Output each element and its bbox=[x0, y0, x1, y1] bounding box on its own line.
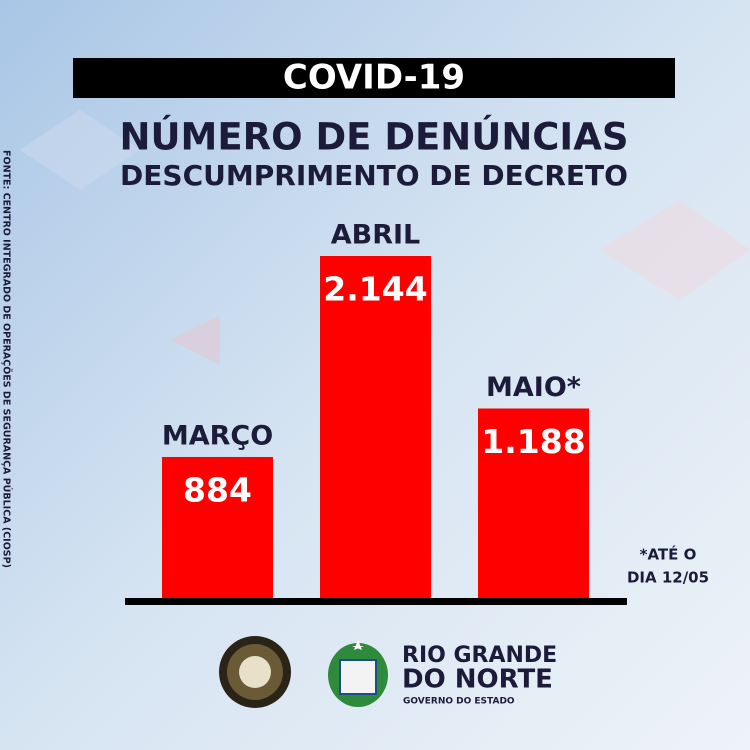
title-bar bbox=[73, 58, 675, 98]
subtitle: DESCUMPRIMENTO DE DECRETO bbox=[120, 159, 628, 192]
subtitle: NÚMERO DE DENÚNCIAS bbox=[120, 115, 629, 159]
source: FONTE: CENTRO INTEGRADO DE OPERAÇÕES DE … bbox=[1, 150, 13, 568]
bar bbox=[162, 456, 273, 598]
bar bbox=[478, 408, 589, 598]
category-label: MARÇO bbox=[162, 420, 273, 451]
bar bbox=[320, 256, 431, 598]
category-label: MAIO* bbox=[486, 372, 581, 403]
value-label: 884 bbox=[183, 470, 252, 509]
police-seal bbox=[219, 636, 291, 708]
decor bbox=[20, 110, 140, 190]
logo-text: RIO GRANDE bbox=[402, 643, 557, 668]
logo-text: GOVERNO DO ESTADO bbox=[403, 697, 515, 707]
baseline bbox=[125, 598, 627, 605]
value-label: 2.144 bbox=[323, 270, 427, 309]
logo-text: DO NORTE bbox=[402, 665, 553, 695]
decor bbox=[600, 200, 750, 300]
note: *ATÉ O bbox=[640, 545, 697, 564]
category-label: ABRIL bbox=[331, 220, 421, 251]
value-label: 1.188 bbox=[481, 422, 585, 461]
state-emblem bbox=[328, 640, 388, 707]
chart-title: COVID-19 bbox=[283, 58, 465, 98]
decor bbox=[170, 315, 220, 365]
note: DIA 12/05 bbox=[627, 569, 709, 587]
